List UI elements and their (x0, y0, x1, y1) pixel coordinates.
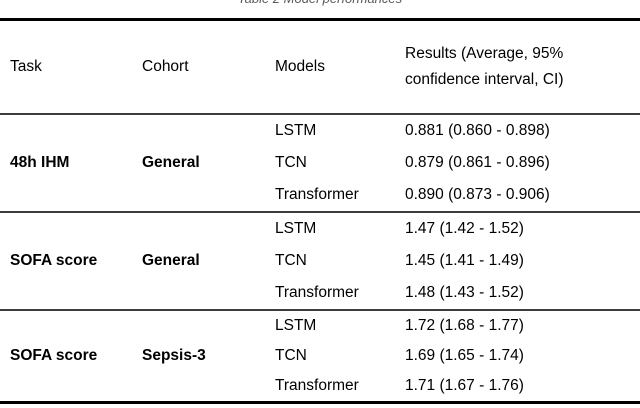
model-result-rows: LSTM 1.72 (1.68 - 1.77) TCN 1.69 (1.65 -… (265, 311, 640, 401)
model-performance-table: Task Cohort Models Results (Average, 95%… (0, 18, 640, 404)
model-result-rows: LSTM 1.47 (1.42 - 1.52) TCN 1.45 (1.41 -… (265, 213, 640, 309)
model-cell: TCN (275, 252, 307, 269)
table-row: Transformer 0.890 (0.873 - 0.906) (265, 179, 640, 211)
cohort-cell: Sepsis-3 (142, 347, 206, 364)
table-row: TCN 1.45 (1.41 - 1.49) (265, 245, 640, 277)
column-header-task: Task (10, 58, 42, 75)
table-row: LSTM 1.47 (1.42 - 1.52) (265, 213, 640, 245)
group-divider (0, 211, 640, 213)
model-cell: Transformer (275, 284, 359, 301)
model-cell: LSTM (275, 317, 317, 334)
table-row: Transformer 1.48 (1.43 - 1.52) (265, 277, 640, 309)
model-cell: Transformer (275, 377, 359, 394)
result-cell: 0.881 (0.860 - 0.898) (405, 122, 550, 139)
column-header-cohort: Cohort (142, 58, 189, 75)
column-header-results-line1: Results (Average, 95% (405, 45, 564, 62)
task-cell: SOFA score (10, 347, 98, 364)
result-cell: 1.69 (1.65 - 1.74) (405, 347, 524, 364)
result-cell: 1.45 (1.41 - 1.49) (405, 252, 524, 269)
table-row: Transformer 1.71 (1.67 - 1.76) (265, 371, 640, 401)
table-group-sofa-sepsis3: SOFA score Sepsis-3 LSTM 1.72 (1.68 - 1.… (0, 311, 640, 401)
table-bottom-rule (0, 401, 640, 404)
column-header-results-line2: confidence interval, CI) (405, 71, 564, 88)
cohort-cell: General (142, 252, 200, 269)
result-cell: 1.71 (1.67 - 1.76) (405, 377, 524, 394)
model-cell: TCN (275, 154, 307, 171)
result-cell: 1.72 (1.68 - 1.77) (405, 317, 524, 334)
table-row: TCN 1.69 (1.65 - 1.74) (265, 341, 640, 371)
result-cell: 0.879 (0.861 - 0.896) (405, 154, 550, 171)
table-row: LSTM 1.72 (1.68 - 1.77) (265, 311, 640, 341)
model-cell: Transformer (275, 186, 359, 203)
group-divider (0, 309, 640, 311)
model-cell: LSTM (275, 122, 317, 139)
table-header-row: Task Cohort Models Results (Average, 95%… (0, 21, 640, 113)
table-group-sofa-general: SOFA score General LSTM 1.47 (1.42 - 1.5… (0, 213, 640, 309)
table-top-rule (0, 18, 640, 21)
cohort-cell: General (142, 154, 200, 171)
model-cell: TCN (275, 347, 307, 364)
result-cell: 1.47 (1.42 - 1.52) (405, 220, 524, 237)
result-cell: 0.890 (0.873 - 0.906) (405, 186, 550, 203)
column-header-results: Results (Average, 95% confidence interva… (395, 41, 640, 93)
model-cell: LSTM (275, 220, 317, 237)
task-cell: 48h IHM (10, 154, 70, 171)
column-header-models: Models (275, 58, 325, 75)
table-group-48h-ihm-general: 48h IHM General LSTM 0.881 (0.860 - 0.89… (0, 115, 640, 211)
result-cell: 1.48 (1.43 - 1.52) (405, 284, 524, 301)
table-row: TCN 0.879 (0.861 - 0.896) (265, 147, 640, 179)
task-cell: SOFA score (10, 252, 98, 269)
table-caption: Table 2 Model performances (0, 0, 640, 7)
table-row: LSTM 0.881 (0.860 - 0.898) (265, 115, 640, 147)
model-result-rows: LSTM 0.881 (0.860 - 0.898) TCN 0.879 (0.… (265, 115, 640, 211)
header-divider (0, 113, 640, 115)
